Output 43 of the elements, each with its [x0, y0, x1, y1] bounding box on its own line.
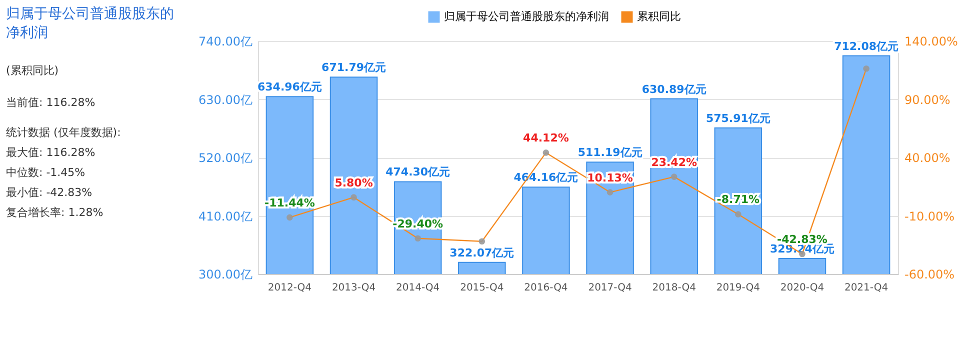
y2-tick-label: 90.00% [904, 92, 950, 107]
text: (累积同比) [6, 64, 59, 77]
data-label: 23.42% [651, 156, 698, 169]
data-label: 322.07亿元 [450, 246, 514, 260]
data-label: 5.80% [334, 176, 373, 190]
x-tick-label: 2017-Q4 [588, 282, 632, 294]
legend-label: 归属于母公司普通股股东的净利润 [444, 10, 609, 23]
text: 中位数: -1.45% [6, 166, 86, 179]
data-label: 671.79亿元 [322, 61, 386, 74]
x-tick-label: 2020-Q4 [780, 282, 824, 294]
x-tick-label: 2021-Q4 [844, 282, 888, 294]
data-label: 511.19亿元 [578, 146, 642, 160]
text: 最小值: -42.83% [6, 186, 92, 199]
text: 复合增长率: 1.28% [6, 206, 104, 219]
x-tick-label: 2016-Q4 [524, 282, 568, 294]
y-tick-label: 740.00亿 [198, 34, 252, 48]
y-tick-label: 630.00亿 [198, 92, 252, 107]
x-tick-label: 2015-Q4 [460, 282, 504, 294]
y-tick-label: 300.00亿 [198, 268, 252, 282]
data-label: -8.71% [716, 193, 760, 206]
legend-label: 累积同比 [637, 10, 681, 23]
x-tick-label: 2019-Q4 [716, 282, 760, 294]
y2-tick-label: -10.00% [904, 209, 955, 224]
data-label: 474.30亿元 [386, 166, 450, 179]
data-label: 634.96亿元 [257, 80, 322, 94]
y2-tick-label: 140.00% [904, 34, 958, 48]
text: 归属于母公司普通股股东的净利润 [6, 5, 174, 41]
data-label: 10.13% [587, 171, 633, 184]
text: 当前值: 116.28% [6, 96, 96, 109]
data-label: 712.08亿元 [834, 40, 899, 53]
x-tick-label: 2018-Q4 [652, 282, 696, 294]
x-tick-label: 2014-Q4 [396, 282, 440, 294]
text: 统计数据 (仅年度数据): [6, 126, 121, 139]
y-tick-label: 520.00亿 [198, 151, 252, 165]
data-label: 630.89亿元 [642, 82, 706, 96]
y2-tick-label: -60.00% [904, 268, 955, 282]
data-label: 44.12% [523, 132, 569, 145]
y-tick-label: 410.00亿 [198, 209, 252, 224]
y2-tick-label: 40.00% [904, 151, 950, 165]
x-tick-label: 2013-Q4 [332, 282, 376, 294]
x-tick-label: 2012-Q4 [268, 282, 312, 294]
data-label: 575.91亿元 [706, 112, 770, 125]
text: 最大值: 116.28% [6, 146, 96, 159]
